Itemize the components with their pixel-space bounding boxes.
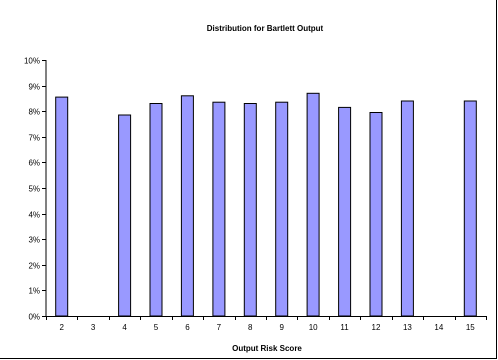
bar-11 xyxy=(338,106,352,317)
bar-6 xyxy=(180,95,194,317)
y-tick-label: 1% xyxy=(28,287,40,296)
x-axis: 2 3 4 5 6 7 8 9 10 11 12 13 14 15 xyxy=(46,316,487,332)
y-tick-label: 10% xyxy=(24,57,40,66)
bar-12 xyxy=(369,112,383,317)
bar-15 xyxy=(463,100,477,317)
y-tick-label: 3% xyxy=(28,236,40,245)
x-tick-label: 12 xyxy=(372,323,381,332)
bar-10 xyxy=(306,92,320,317)
y-axis: 0% 1% 2% 3% 4% 5% 6% 7% 8% 9% 10% xyxy=(24,57,47,322)
y-tick-label: 7% xyxy=(28,134,40,143)
y-tick-label: 6% xyxy=(28,159,40,168)
bar-5 xyxy=(149,103,163,317)
x-tick-label: 6 xyxy=(185,323,190,332)
bars xyxy=(55,92,477,317)
x-tick-label: 4 xyxy=(122,323,127,332)
chart-title: Distribution for Bartlett Output xyxy=(207,24,324,33)
x-tick-label: 13 xyxy=(403,323,412,332)
x-tick-label: 5 xyxy=(154,323,159,332)
x-tick-label: 10 xyxy=(309,323,318,332)
bar-13 xyxy=(400,100,414,317)
x-tick-label: 14 xyxy=(434,323,443,332)
bar-2 xyxy=(55,96,69,317)
bar-4 xyxy=(118,114,132,317)
x-tick-label: 15 xyxy=(466,323,475,332)
bar-7 xyxy=(212,101,226,317)
x-tick-label: 8 xyxy=(248,323,253,332)
y-tick-label: 5% xyxy=(28,185,40,194)
y-tick-label: 8% xyxy=(28,108,40,117)
x-tick-label: 2 xyxy=(59,323,64,332)
bar-8 xyxy=(243,103,257,317)
x-tick-label: 9 xyxy=(279,323,284,332)
y-tick-label: 9% xyxy=(28,83,40,92)
bar-9 xyxy=(275,101,289,317)
x-tick-label: 3 xyxy=(91,323,96,332)
y-tick-label: 4% xyxy=(28,211,40,220)
y-tick-label: 0% xyxy=(28,313,40,322)
y-tick-label: 2% xyxy=(28,262,40,271)
x-tick-label: 11 xyxy=(340,323,349,332)
x-axis-label: Output Risk Score xyxy=(232,344,302,353)
x-tick-label: 7 xyxy=(217,323,222,332)
